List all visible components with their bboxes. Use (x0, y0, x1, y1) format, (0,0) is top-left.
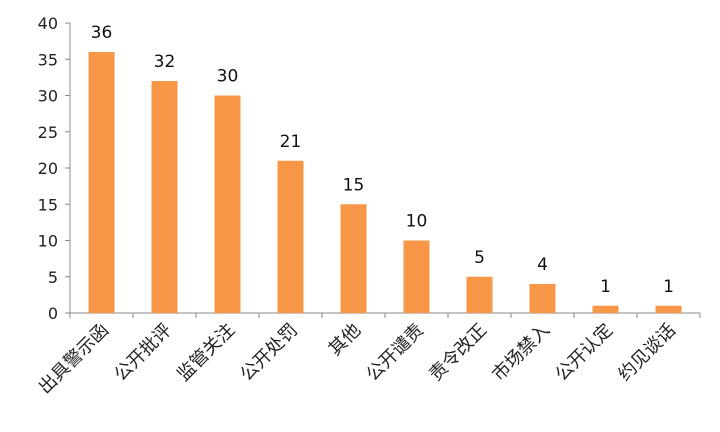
y-tick-label: 15 (38, 195, 58, 214)
bar (277, 160, 304, 313)
x-tick-label: 公开批评 (110, 320, 176, 386)
y-tick-label: 40 (38, 14, 58, 33)
y-tick-label: 35 (38, 50, 58, 69)
bar (592, 305, 619, 313)
data-label: 4 (537, 255, 548, 275)
x-tick-label: 约见谈话 (614, 320, 680, 386)
bar (403, 240, 430, 313)
y-tick-label: 25 (38, 123, 58, 142)
data-label: 21 (280, 132, 302, 152)
data-label: 15 (343, 175, 365, 195)
bar (151, 81, 178, 313)
data-label: 10 (406, 212, 428, 232)
x-tick-label: 公开认定 (551, 320, 617, 386)
bar (655, 305, 682, 313)
x-tick-label: 监管关注 (173, 320, 239, 386)
y-tick-label: 10 (38, 232, 58, 251)
x-tick-label: 公开处罚 (236, 320, 302, 386)
bars (88, 52, 682, 313)
bar (466, 276, 493, 313)
x-tick-label: 公开谴责 (362, 320, 428, 386)
data-label: 32 (154, 52, 176, 72)
x-tick-label: 责令改正 (425, 320, 491, 386)
data-label: 30 (217, 67, 239, 87)
y-tick-label: 0 (48, 304, 58, 323)
bar (529, 284, 556, 313)
y-tick-label: 30 (38, 87, 58, 106)
y-tick-label: 5 (48, 268, 58, 287)
bar (340, 204, 367, 313)
data-label: 5 (474, 248, 485, 268)
bar (88, 52, 115, 313)
x-tick-label: 出具警示函 (35, 320, 113, 398)
data-label: 1 (600, 277, 611, 297)
bar (214, 95, 241, 313)
y-tick-label: 20 (38, 159, 58, 178)
x-tick-label: 其他 (325, 320, 365, 360)
x-tick-label: 市场禁入 (488, 320, 554, 386)
data-label: 36 (91, 23, 113, 43)
data-label: 1 (663, 277, 674, 297)
